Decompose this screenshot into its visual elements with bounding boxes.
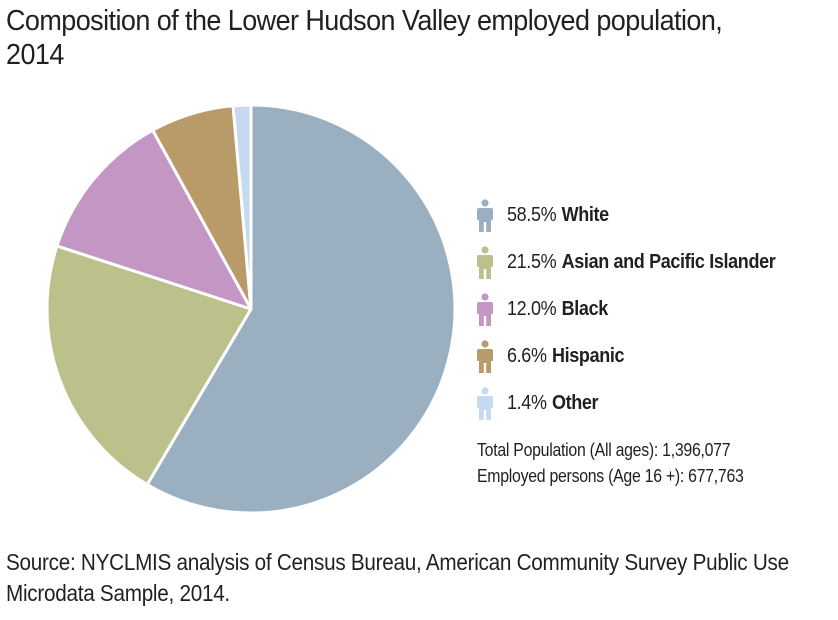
pie-slice-other [231,103,253,311]
person-icon [477,198,493,232]
legend-percent: 1.4% [507,392,547,414]
pie-slice-asian-and-pacific-islander [45,244,253,487]
source-note: Source: NYCLMIS analysis of Census Burea… [6,549,789,606]
legend-label: Other [552,392,599,414]
legend-item-asian-and-pacific-islander: 21.5% Asian and Pacific Islander [474,239,834,286]
legend-percent: 6.6% [507,345,547,367]
legend-item-hispanic: 6.6% Hispanic [474,333,834,380]
chart-legend: 58.5% White 21.5% Asian and Pacific Islande… [474,192,834,427]
pie-slice-white [145,103,457,515]
employed-persons-note: Employed persons (Age 16 +): 677,763 [477,466,744,486]
legend-percent: 12.0% [507,298,557,320]
person-icon [477,292,493,326]
total-population-note: Total Population (All ages): 1,396,077 [477,440,731,460]
legend-percent: 58.5% [507,204,557,226]
pie-slice-black [55,128,253,311]
legend-label: White [561,204,610,226]
legend-label: Asian and Pacific Islander [561,251,776,273]
legend-label: Black [561,298,609,320]
legend-label: Hispanic [552,345,625,367]
person-icon [477,339,493,373]
legend-item-black: 12.0% Black [474,286,834,333]
chart-title: Composition of the Lower Hudson Valley e… [6,5,723,71]
person-icon [477,245,493,279]
person-icon [477,386,493,420]
legend-item-other: 1.4% Other [474,380,834,427]
legend-percent: 21.5% [507,251,557,273]
legend-item-white: 58.5% White [474,192,834,239]
